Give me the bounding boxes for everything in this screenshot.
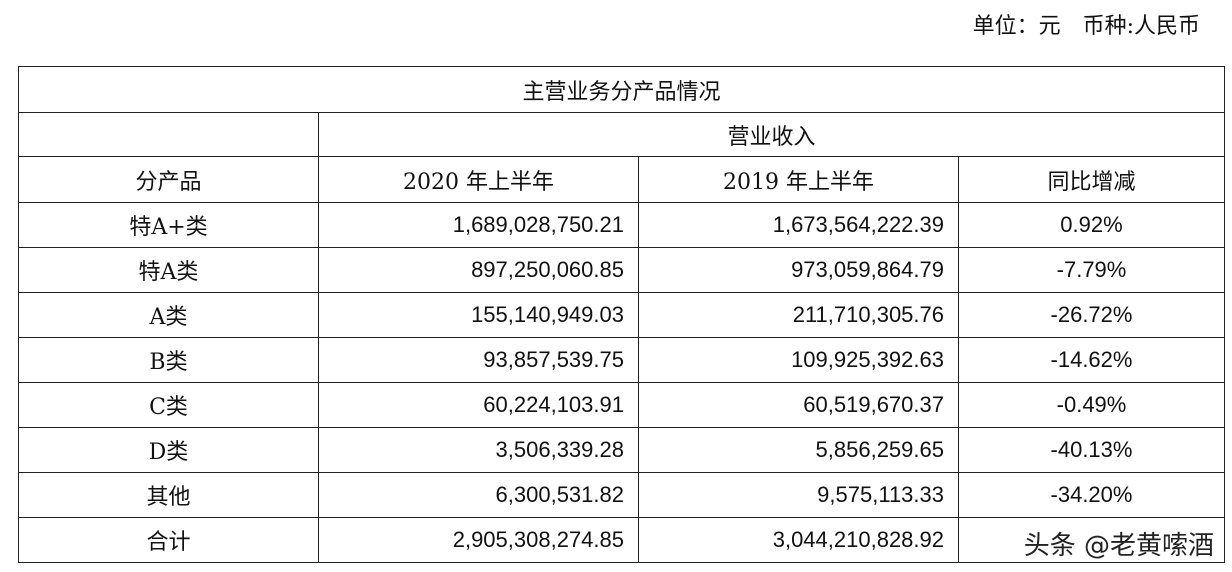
table-body: 主营业务分产品情况 营业收入 分产品 2020 年上半年 2019 年上半年 同比增减… [18,66,1225,563]
cell: 合计 [18,517,319,563]
cell: A类 [18,292,319,338]
cell: 1,689,028,750.21 [318,202,639,248]
cell: -34.20% [958,472,1225,518]
data-row: 其他 6,300,531.82 9,575,113.33 -34.20% [18,472,1225,518]
cell: -26.72% [958,292,1225,338]
data-row: A类 155,140,949.03 211,710,305.76 -26.72% [18,292,1225,338]
blank-cell [18,112,319,157]
cell: -40.13% [958,427,1225,473]
data-row: C类 60,224,103.91 60,519,670.37 -0.49% [18,382,1225,428]
product-table: 主营业务分产品情况 营业收入 分产品 2020 年上半年 2019 年上半年 同比增减… [18,66,1225,563]
data-row: B类 93,857,539.75 109,925,392.63 -14.62% [18,337,1225,383]
cell: 特A类 [18,247,319,293]
header-row: 分产品 2020 年上半年 2019 年上半年 同比增减 [18,156,1225,203]
cell: 5,856,259.65 [638,427,959,473]
column-header: 2019 年上半年 [638,156,959,203]
cell: 6,300,531.82 [318,472,639,518]
data-row: 特A类 897,250,060.85 973,059,864.79 -7.79% [18,247,1225,293]
group-header: 营业收入 [318,112,1225,157]
watermark: 头条 @老黄嗦酒 [1023,531,1214,561]
title-row: 主营业务分产品情况 [18,66,1225,113]
cell [958,517,1225,563]
cell: 9,575,113.33 [638,472,959,518]
cell: 3,044,210,828.92 [638,517,959,563]
cell: 其他 [18,472,319,518]
cell: -7.79% [958,247,1225,293]
cell: 109,925,392.63 [638,337,959,383]
unit-note: 单位：元 币种:人民币 [972,14,1200,39]
cell: 60,519,670.37 [638,382,959,428]
group-row: 营业收入 [18,112,1225,157]
cell: 897,250,060.85 [318,247,639,293]
data-row: 合计 2,905,308,274.85 3,044,210,828.92 [18,517,1225,563]
column-header: 同比增减 [958,156,1225,203]
cell: 60,224,103.91 [318,382,639,428]
cell: 0.92% [958,202,1225,248]
column-header: 分产品 [18,156,319,203]
cell: -0.49% [958,382,1225,428]
cell: -14.62% [958,337,1225,383]
cell: 特A+类 [18,202,319,248]
cell: 155,140,949.03 [318,292,639,338]
cell: C类 [18,382,319,428]
cell: 211,710,305.76 [638,292,959,338]
cell: 93,857,539.75 [318,337,639,383]
cell: 1,673,564,222.39 [638,202,959,248]
data-row: D类 3,506,339.28 5,856,259.65 -40.13% [18,427,1225,473]
cell: 973,059,864.79 [638,247,959,293]
cell: 2,905,308,274.85 [318,517,639,563]
cell: B类 [18,337,319,383]
table-title: 主营业务分产品情况 [18,66,1225,113]
cell: 3,506,339.28 [318,427,639,473]
data-row: 特A+类 1,689,028,750.21 1,673,564,222.39 0.92… [18,202,1225,248]
cell: D类 [18,427,319,473]
column-header: 2020 年上半年 [318,156,639,203]
